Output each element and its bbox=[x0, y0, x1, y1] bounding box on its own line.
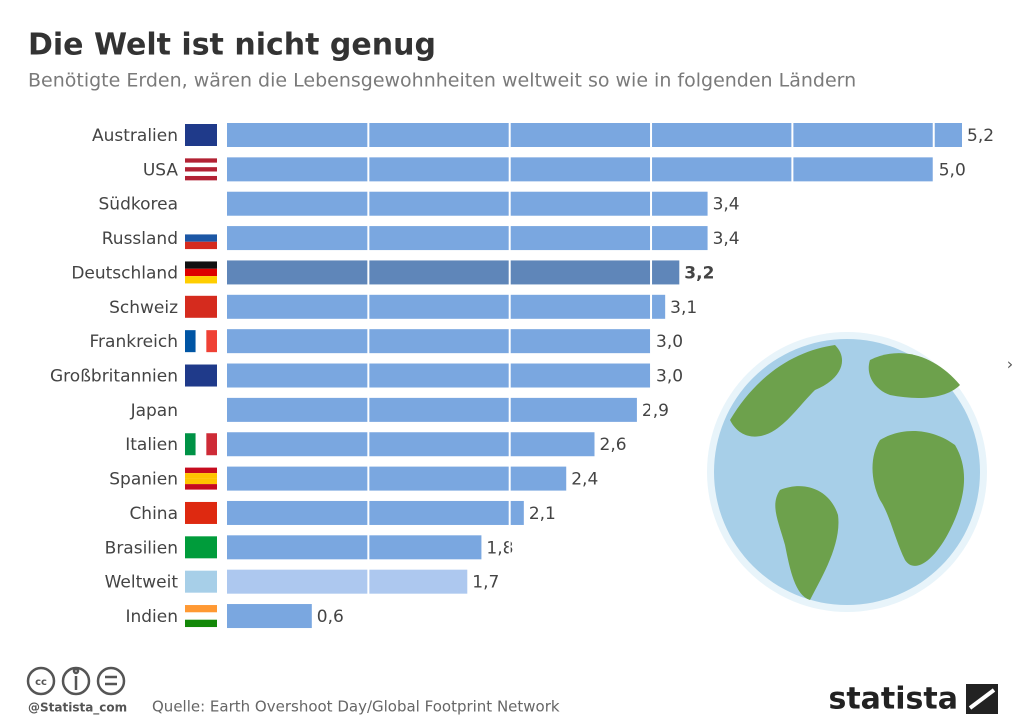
value-label: 3,4 bbox=[713, 229, 740, 249]
flag bbox=[185, 276, 217, 284]
flag bbox=[185, 158, 217, 163]
value-label: 3,4 bbox=[713, 195, 740, 215]
bar bbox=[227, 123, 962, 147]
flag bbox=[195, 330, 207, 353]
flag bbox=[185, 612, 217, 620]
value-label: 2,4 bbox=[571, 470, 598, 490]
flag bbox=[185, 433, 196, 456]
cc-icons bbox=[26, 666, 126, 696]
flag bbox=[185, 398, 217, 421]
flag bbox=[185, 171, 217, 176]
flag bbox=[206, 433, 217, 456]
flag bbox=[185, 605, 217, 613]
flag bbox=[206, 330, 217, 353]
bar bbox=[227, 191, 708, 216]
bar bbox=[227, 569, 468, 594]
value-label: 5,2 bbox=[967, 126, 994, 146]
flag bbox=[185, 234, 217, 242]
chart-subtitle: Benötigte Erden, wären die Lebensgewohnh… bbox=[28, 70, 856, 92]
category-label: Japan bbox=[130, 401, 178, 421]
source: Quelle: Earth Overshoot Day/Global Footp… bbox=[152, 698, 560, 716]
value-label: 3,1 bbox=[670, 298, 697, 318]
flag bbox=[185, 124, 217, 146]
value-label: 3,0 bbox=[656, 367, 683, 387]
flag bbox=[185, 261, 217, 269]
globe-illustration bbox=[707, 332, 987, 612]
value-label: 3,2 bbox=[684, 263, 714, 283]
flag bbox=[185, 162, 217, 168]
bar bbox=[227, 226, 708, 251]
flag bbox=[185, 364, 217, 387]
flag bbox=[185, 473, 217, 479]
category-label: Schweiz bbox=[109, 298, 178, 318]
flag bbox=[185, 478, 217, 485]
flag bbox=[185, 268, 217, 277]
category-label: Brasilien bbox=[105, 538, 178, 558]
value-label: 2,1 bbox=[529, 504, 556, 524]
value-label: 1,7 bbox=[472, 573, 499, 593]
flag bbox=[185, 192, 217, 215]
category-label: Spanien bbox=[109, 470, 178, 490]
bar bbox=[227, 294, 666, 319]
bar bbox=[227, 604, 312, 629]
category-label: Australien bbox=[92, 126, 178, 146]
flag bbox=[185, 241, 217, 250]
brand-logo: statista bbox=[828, 682, 958, 717]
brand-icon-mark bbox=[968, 688, 996, 710]
bar bbox=[227, 260, 680, 285]
category-label: Deutschland bbox=[71, 263, 178, 283]
value-label: 0,6 bbox=[317, 607, 344, 627]
cc-symbol: cc bbox=[35, 677, 47, 688]
flag bbox=[185, 227, 217, 235]
flag bbox=[185, 330, 196, 353]
bar bbox=[227, 466, 567, 491]
bar bbox=[227, 363, 652, 388]
value-label: 2,9 bbox=[642, 401, 669, 421]
category-label: China bbox=[129, 504, 178, 524]
flag bbox=[185, 570, 217, 593]
chart-title: Die Welt ist nicht genug bbox=[28, 28, 436, 63]
category-label: Weltweit bbox=[105, 573, 179, 593]
value-label: 5,0 bbox=[939, 160, 966, 180]
category-label: Italien bbox=[125, 435, 178, 455]
category-label: USA bbox=[143, 160, 179, 180]
category-label: Frankreich bbox=[90, 332, 179, 352]
flag bbox=[185, 484, 217, 490]
bar bbox=[227, 329, 652, 354]
flag bbox=[195, 433, 207, 456]
category-label: Indien bbox=[125, 607, 178, 627]
bar bbox=[227, 500, 524, 525]
value-label: 2,6 bbox=[600, 435, 627, 455]
next-arrow[interactable]: › bbox=[1007, 355, 1013, 374]
category-label: Südkorea bbox=[99, 195, 179, 215]
flag bbox=[185, 295, 217, 318]
flag bbox=[185, 536, 217, 559]
value-label: 3,0 bbox=[656, 332, 683, 352]
bar bbox=[227, 535, 482, 560]
bar bbox=[227, 157, 934, 182]
category-label: Russland bbox=[102, 229, 178, 249]
flag bbox=[185, 167, 217, 172]
category-label: Großbritannien bbox=[50, 367, 178, 387]
flag bbox=[185, 467, 217, 474]
flag bbox=[185, 175, 217, 181]
flag bbox=[185, 619, 217, 628]
value-label: 1,8 bbox=[486, 538, 513, 558]
bar bbox=[227, 397, 637, 422]
credit: @Statista_com bbox=[28, 701, 127, 716]
bar bbox=[227, 432, 595, 457]
flag bbox=[185, 501, 217, 524]
